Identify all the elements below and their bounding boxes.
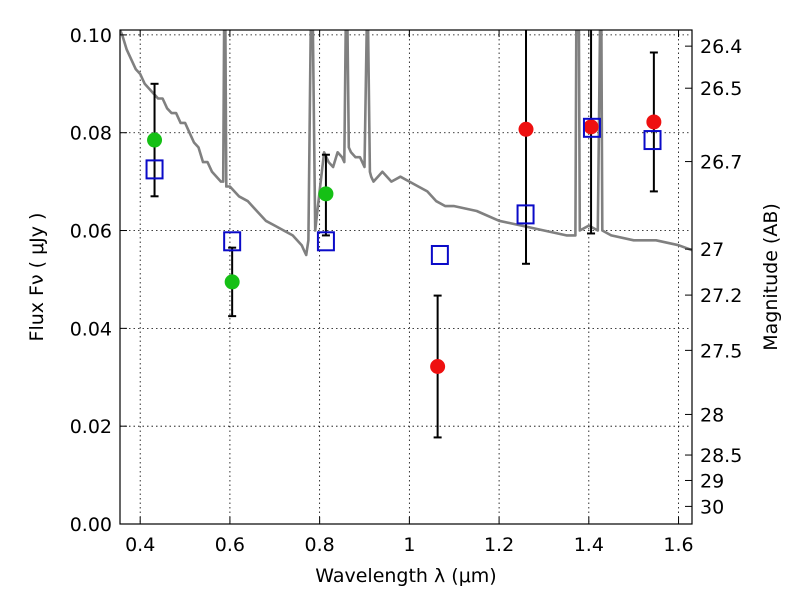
y-tick-label: 0.00 [70,514,112,536]
x-tick-label: 1.4 [574,534,604,556]
y2-tick-label: 29 [700,470,724,492]
y-tick-label: 0.02 [70,416,112,438]
y2-tick-label: 26.4 [700,36,742,58]
axis-ticks: 0.4 0.6 0.8 1 1.2 1.4 1.6 0.00 0.02 0.04 0.06 0.08 0… [70,25,743,556]
y-tick-label: 0.10 [70,25,112,47]
plot-frame [119,29,693,525]
x-tick-label: 1 [403,534,415,556]
x-tick-label: 1.6 [663,534,693,556]
x-tick-label: 1.2 [484,534,514,556]
x-tick-label: 0.4 [125,534,155,556]
observed-flux-point [224,274,240,290]
y-tick-label: 0.08 [70,123,112,145]
x-axis-title: Wavelength λ (μm) [315,565,496,587]
model-flux-square [223,231,242,252]
y2-tick-label: 27.2 [700,285,742,307]
y2-tick-label: 27 [700,239,724,261]
y2-tick-label: 27.5 [700,340,742,362]
model-flux-square [145,159,164,180]
model-flux-square [316,231,335,252]
observed-flux-point [518,121,534,137]
y2-tick-label: 26.7 [700,152,742,174]
y2-axis-title: Magnitude (AB) [760,203,782,351]
plot-area [120,30,692,439]
model-flux-square [516,204,535,225]
y2-tick-label: 28.5 [700,445,742,467]
observed-flux-point [318,186,334,202]
y-axis-title: Flux Fν ( μJy ) [26,213,48,342]
y2-tick-label: 28 [700,404,724,426]
observed-flux-point [430,359,446,375]
model-flux-square [643,130,662,151]
y2-tick-label: 30 [700,496,724,518]
model-flux-square [430,244,449,265]
observed-flux-point [147,132,163,148]
plot-content [120,30,692,439]
y-tick-label: 0.04 [70,318,112,340]
model-flux-square [582,117,601,138]
y2-tick-label: 26.5 [700,78,742,100]
y-tick-label: 0.06 [70,221,112,243]
x-tick-label: 0.6 [215,534,245,556]
x-tick-label: 0.8 [305,534,335,556]
observed-flux-point [583,119,599,135]
observed-flux-point [646,114,662,130]
